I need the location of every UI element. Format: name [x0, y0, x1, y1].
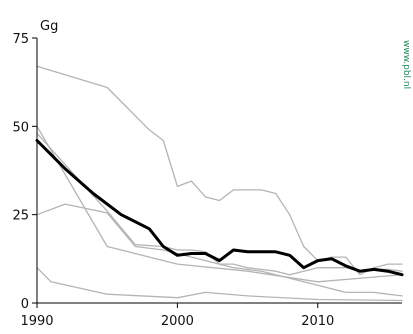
y-tick-label: 75 — [12, 32, 29, 47]
series-layer — [35, 65, 404, 302]
y-unit-label: Gg — [40, 19, 58, 34]
x-tick-label: 2010 — [301, 314, 334, 329]
x-tick-label: 1990 — [20, 314, 53, 329]
grey-series-line — [36, 203, 403, 297]
y-tick-label: 50 — [12, 120, 29, 135]
watermark-text: www.pbl.nl — [401, 40, 411, 89]
highlight-series-line — [35, 139, 404, 277]
y-tick-label: 25 — [12, 209, 29, 224]
x-tick-label: 2000 — [161, 314, 194, 329]
x-axis-ticks: 1990 2000 2010 — [20, 303, 334, 329]
grey-series-line — [36, 125, 403, 283]
y-axis-ticks: 0 25 50 75 — [12, 32, 37, 312]
y-tick-label: 0 — [21, 297, 29, 312]
grey-series-line — [36, 132, 403, 276]
grey-series-line — [36, 267, 403, 302]
grey-series-line — [36, 65, 403, 276]
